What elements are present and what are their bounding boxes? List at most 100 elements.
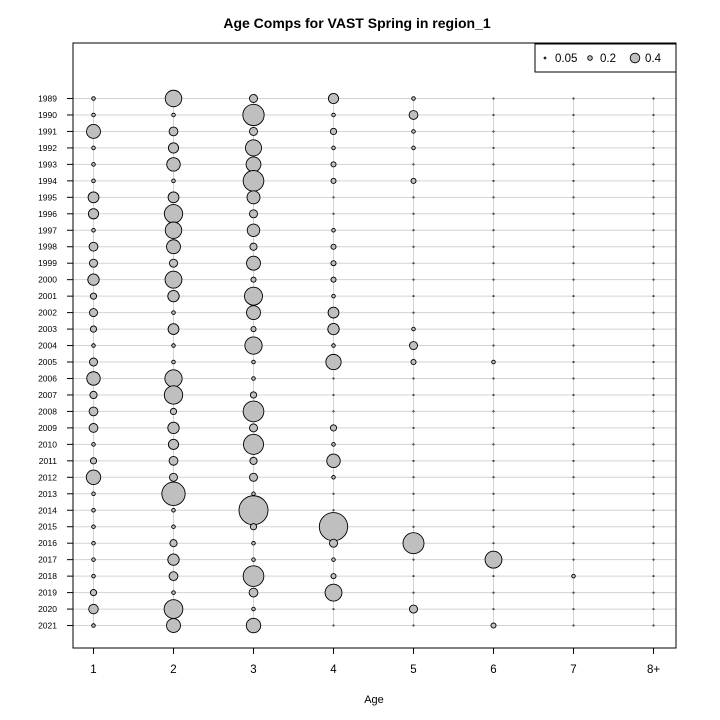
- bubble-1992-age-8+: [652, 146, 655, 149]
- y-tick-label-2019: 2019: [38, 588, 57, 598]
- bubble-1993-age-3: [245, 156, 262, 173]
- y-tick-label-2014: 2014: [38, 505, 57, 515]
- bubble-1990-age-7: [572, 113, 575, 116]
- bubble-1992-age-1: [91, 145, 96, 151]
- y-tick-label-2020: 2020: [38, 604, 57, 614]
- bubble-2021-age-3: [245, 617, 262, 634]
- bubble-2008-age-3: [242, 400, 265, 423]
- bubbles: [85, 89, 655, 634]
- bubble-2021-age-2: [166, 618, 181, 633]
- bubble-1998-age-3: [249, 242, 258, 251]
- legend-label-0.2: 0.2: [600, 53, 616, 65]
- bubble-2015-age-2: [171, 524, 176, 529]
- bubble-2009-age-2: [167, 421, 180, 435]
- x-tick-label-5: 5: [410, 664, 416, 676]
- bubble-2010-age-5: [412, 443, 415, 446]
- bubble-2003-age-6: [492, 328, 495, 331]
- bubble-1995-age-2: [167, 191, 180, 204]
- bubble-2005-age-5: [410, 359, 417, 366]
- bubble-2020-age-2: [163, 599, 184, 619]
- bubble-1995-age-8+: [652, 196, 655, 199]
- bubble-1993-age-6: [492, 163, 495, 166]
- y-tick-label-1997: 1997: [38, 225, 57, 235]
- bubble-2015-age-6: [492, 525, 495, 528]
- bubble-1998-age-5: [412, 245, 415, 248]
- bubble-2009-age-5: [412, 426, 415, 429]
- bubble-1991-age-7: [572, 130, 575, 133]
- bubble-2015-age-4: [318, 512, 349, 542]
- bubble-2006-age-1: [86, 371, 101, 386]
- y-tick-label-1996: 1996: [38, 209, 57, 219]
- bubble-2011-age-8+: [652, 459, 655, 462]
- bubble-2007-age-7: [572, 393, 575, 396]
- bubble-1993-age-1: [91, 162, 96, 167]
- bubble-2010-age-2: [167, 438, 180, 450]
- bubble-1999-age-5: [412, 262, 415, 265]
- bubble-2010-age-4: [331, 442, 336, 447]
- bubble-2018-age-2: [168, 571, 179, 581]
- bubble-1991-age-6: [492, 130, 495, 133]
- bubble-1994-age-4: [330, 177, 337, 184]
- bubble-2004-age-3: [244, 336, 263, 355]
- bubble-1990-age-5: [408, 110, 419, 120]
- bubble-2018-age-3: [242, 565, 265, 587]
- y-axis-ticks: 1989 1990 1991 1992 1993 1994 1995 1996 1997 1998…: [38, 94, 73, 631]
- bubble-2008-age-2: [169, 407, 178, 415]
- bubble-1989-age-4: [327, 92, 340, 105]
- bubble-1990-age-2: [171, 112, 176, 118]
- bubble-2006-age-7: [572, 377, 575, 380]
- chart-title: Age Comps for VAST Spring in region_1: [223, 15, 491, 31]
- bubble-1994-age-8+: [652, 179, 655, 182]
- bubble-2009-age-4: [329, 424, 338, 432]
- y-tick-label-2009: 2009: [38, 423, 57, 433]
- bubble-2019-age-8+: [652, 591, 655, 594]
- bubble-2013-age-5: [412, 492, 415, 495]
- y-tick-label-1990: 1990: [38, 110, 57, 120]
- y-tick-label-2013: 2013: [38, 489, 57, 499]
- bubble-2013-age-1: [91, 491, 96, 497]
- bubble-2002-age-2: [171, 310, 176, 315]
- bubble-2014-age-8+: [652, 509, 655, 512]
- bubble-2015-age-1: [91, 524, 96, 529]
- bubble-2021-age-1: [91, 623, 96, 628]
- bubble-2000-age-1: [87, 273, 100, 286]
- bubble-2015-age-7: [572, 525, 575, 528]
- bubble-2001-age-2: [167, 290, 180, 303]
- bubble-2012-age-4: [331, 475, 336, 480]
- bubble-2002-age-1: [89, 308, 98, 318]
- bubble-1998-age-2: [166, 239, 181, 255]
- bubble-2007-age-4: [332, 393, 335, 396]
- bubble-2001-age-3: [244, 286, 263, 306]
- bubble-2019-age-2: [171, 590, 176, 595]
- bubble-1999-age-4: [330, 260, 337, 267]
- bubble-1991-age-1: [86, 124, 101, 139]
- bubble-2001-age-4: [331, 293, 336, 299]
- x-tick-label-8+: 8+: [647, 664, 660, 676]
- bubble-1997-age-5: [412, 229, 415, 232]
- bubble-1994-age-5: [410, 177, 417, 184]
- bubble-2015-age-8+: [652, 525, 655, 528]
- bubble-2001-age-8+: [652, 295, 655, 298]
- bubble-2012-age-6: [492, 476, 495, 479]
- bubble-1995-age-5: [412, 196, 415, 199]
- bubble-2004-age-4: [331, 343, 336, 348]
- y-tick-label-2017: 2017: [38, 555, 57, 565]
- legend: 0.05 0.2 0.4: [534, 43, 677, 73]
- bubble-2016-age-6: [492, 542, 495, 545]
- y-tick-label-2007: 2007: [38, 390, 57, 400]
- bubble-2000-age-4: [330, 276, 337, 283]
- bubble-1999-age-7: [572, 262, 575, 265]
- bubble-2012-age-8+: [652, 476, 655, 479]
- bubble-1990-age-3: [242, 103, 265, 127]
- bubble-2008-age-5: [412, 410, 415, 413]
- bubble-2003-age-1: [89, 325, 98, 333]
- bubble-2017-age-7: [572, 558, 575, 561]
- bubble-2017-age-3: [251, 557, 256, 562]
- bubble-2018-age-6: [492, 575, 495, 578]
- bubble-2005-age-7: [572, 361, 575, 364]
- bubble-2021-age-8+: [652, 624, 655, 627]
- bubble-2002-age-3: [246, 305, 261, 321]
- bubble-1996-age-7: [572, 212, 575, 215]
- bubble-2011-age-5: [412, 459, 415, 462]
- bubble-1999-age-2: [169, 258, 178, 268]
